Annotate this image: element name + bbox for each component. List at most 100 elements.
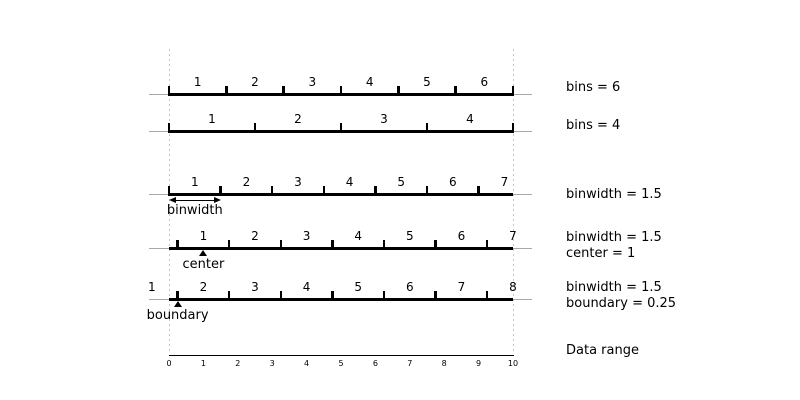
bin-edge-tick [331,240,334,250]
bin-edge-tick [485,291,489,301]
bin-number: 2 [251,229,259,243]
bin-number: 4 [365,75,374,89]
bin-number: 1 [190,175,199,189]
bin-number: 6 [448,175,457,189]
bin-number: 2 [294,112,302,126]
bin-edge-tick [282,86,285,96]
center-annotation-label: center [182,257,225,272]
right-label-bins-4: bins = 4 [566,118,620,134]
axis-tick-label: 9 [476,359,482,368]
bin-edge-tick [331,291,334,301]
axis-tick-label: 3 [269,359,275,368]
bin-edge-tick [225,86,228,96]
axis-tick-label: 8 [441,359,447,368]
bin-line-binwidth-center [169,247,513,250]
bin-edge-tick [425,123,429,133]
bin-edge-tick [227,291,231,301]
bin-edge-tick [485,240,489,250]
right-label-binwidth-1-5: binwidth = 1.5 [566,187,662,203]
bin-number: 6 [480,75,489,89]
bin-number: 3 [294,175,302,189]
bin-edge-tick [434,291,437,301]
axis-tick-label: 10 [507,359,519,368]
bin-edge-tick [382,240,386,250]
bin-edge-tick [339,86,343,96]
right-label-line: bins = 6 [566,80,621,95]
right-label-bins-6: bins = 6 [566,80,620,96]
bin-edge-tick [397,86,400,96]
right-label-line: binwidth = 1.5 [566,230,662,245]
bin-edge-tick [167,86,171,96]
bin-number: 8 [509,280,517,294]
bin-line-binwidth-1-5 [169,193,513,196]
right-label-line: binwidth = 1.5 [566,187,662,202]
bin-edge-tick [270,186,274,196]
bin-edge-tick [227,240,231,250]
bin-number: 4 [466,112,474,126]
bin-number: 6 [405,280,414,294]
axis-tick-label: 0 [166,359,172,368]
bin-line-binwidth-boundary [169,298,513,301]
bin-number: 7 [509,229,517,243]
bin-number: 5 [397,175,405,189]
bin-number: 4 [354,229,362,243]
center-marker-icon [199,250,208,256]
bin-edge-tick [253,123,257,133]
right-label-line: center = 1 [566,246,636,261]
bin-number: 5 [405,229,414,243]
bin-number: 7 [457,280,466,294]
axis-tick-label: 7 [407,359,413,368]
bin-number: 1 [193,75,202,89]
bin-number: 1 [147,280,156,294]
bin-edge-tick [339,123,343,133]
boundary-annotation-label: boundary [146,308,209,323]
bin-number: 2 [242,175,251,189]
binwidth-arrow-left-icon [169,197,176,203]
bin-edge-tick [477,186,480,196]
axis-tick-label: 2 [235,359,241,368]
axis-tick-label: 5 [338,359,344,368]
bin-edge-tick [511,123,515,133]
bin-number: 2 [251,75,259,89]
bin-edge-tick [425,186,429,196]
axis-tick-label: 6 [372,359,378,368]
bin-number: 3 [251,280,259,294]
right-label-binwidth-boundary: binwidth = 1.5 boundary = 0.25 [566,280,676,312]
axis-label-data-range: Data range [566,343,639,358]
bin-number: 3 [302,229,311,243]
bin-edge-tick [176,240,179,250]
right-label-line: boundary = 0.25 [566,296,677,311]
bin-number: 6 [457,229,466,243]
bin-number: 3 [308,75,317,89]
bin-number: 5 [423,75,431,89]
bin-edge-tick [279,291,283,301]
right-label-binwidth-center: binwidth = 1.5 center = 1 [566,230,662,262]
bin-number: 4 [302,280,311,294]
bin-number: 1 [199,229,208,243]
bin-edge-tick [219,186,222,196]
bin-edge-tick [176,291,179,301]
bin-edge-tick [167,123,171,133]
bin-edge-tick [322,186,326,196]
bin-edge-tick [434,240,437,250]
bin-edge-tick [454,86,457,96]
axis-tick-label: 1 [200,359,206,368]
bin-edge-tick [374,186,377,196]
binwidth-arrow-right-icon [213,197,221,203]
boundary-marker-icon [173,301,182,307]
bin-edge-tick [511,86,515,96]
right-label-line: binwidth = 1.5 [566,280,662,295]
bin-number: 2 [199,280,208,294]
bin-number: 1 [208,112,216,126]
bin-edge-tick [167,186,171,196]
dotted-guide-right [512,49,514,353]
bin-number: 3 [380,112,388,126]
axis-tick-label: 4 [304,359,310,368]
data-range-axis-line [169,355,514,357]
bin-edge-tick [382,291,386,301]
binwidth-annotation-label: binwidth [166,203,223,218]
bin-number: 4 [345,175,354,189]
right-label-line: bins = 4 [566,118,621,133]
bin-number: 7 [500,175,509,189]
